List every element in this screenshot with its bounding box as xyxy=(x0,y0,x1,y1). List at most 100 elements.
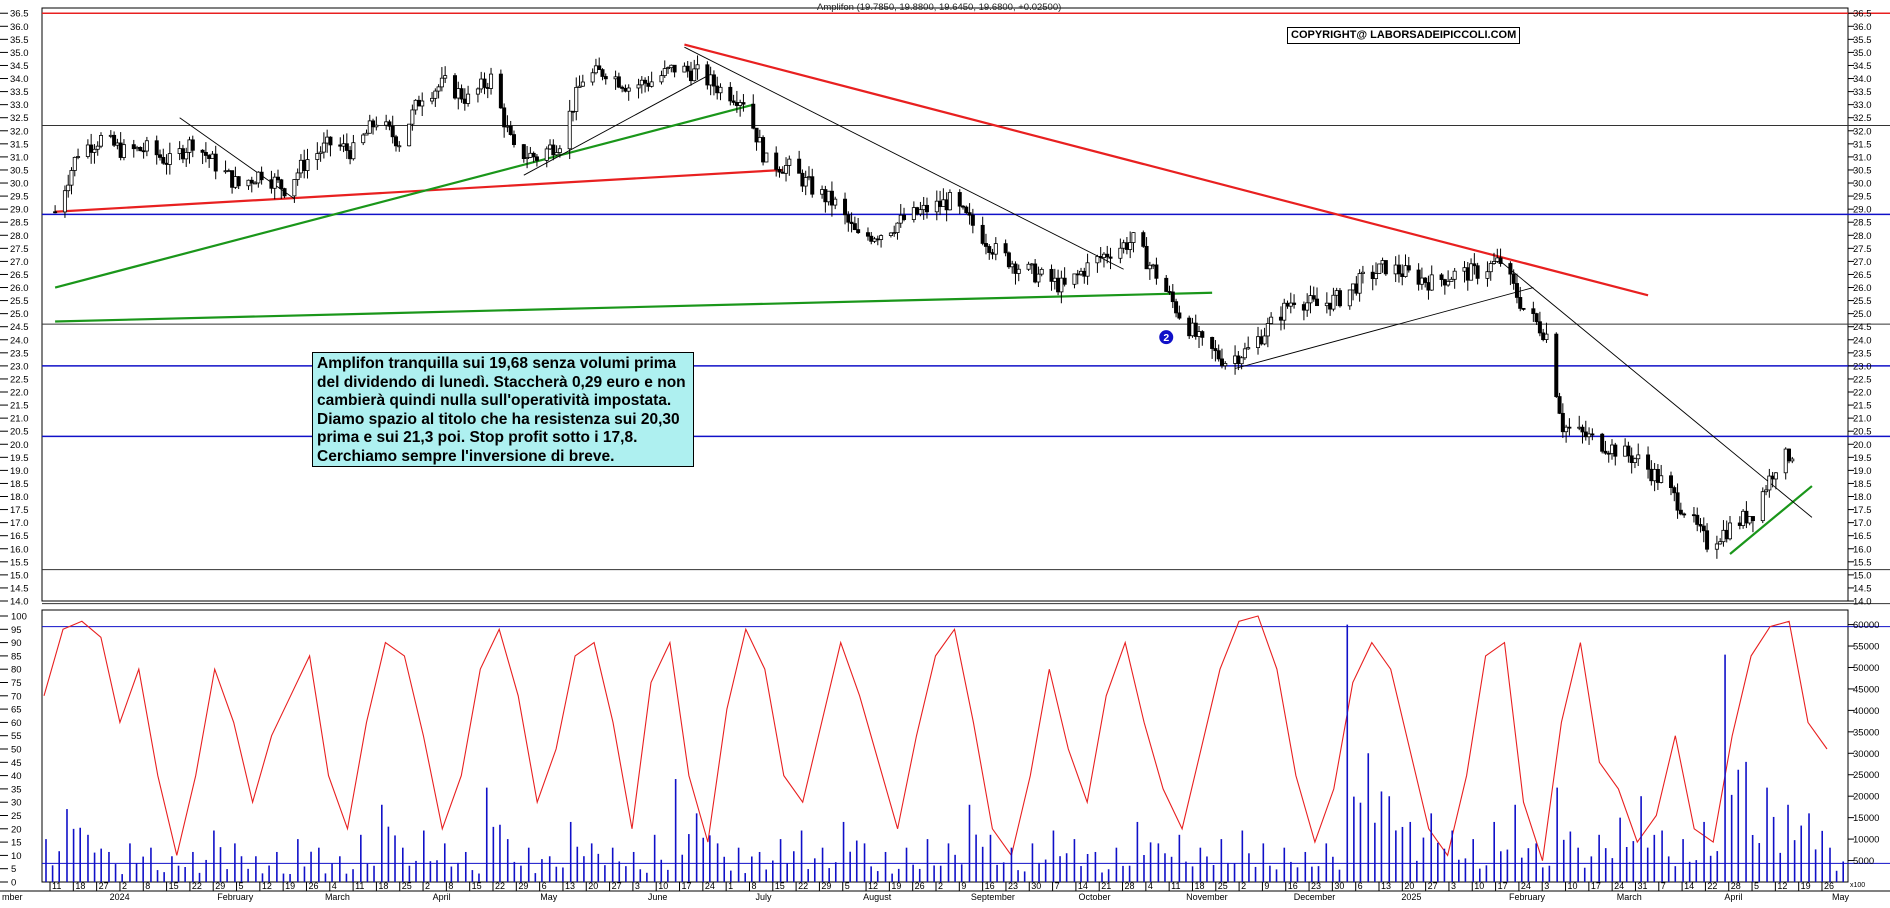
candle-body xyxy=(341,143,346,147)
candle-body xyxy=(548,144,553,150)
x-tick-label: 3 xyxy=(635,881,640,891)
candle-body xyxy=(1606,452,1611,455)
osc-tick-label: 40 xyxy=(11,771,22,782)
candle-body xyxy=(1600,433,1605,452)
candle-body xyxy=(1636,454,1641,460)
candle-body xyxy=(1075,273,1080,276)
x-tick-label: 25 xyxy=(1218,881,1228,891)
candle-body xyxy=(1010,263,1015,268)
vol-tick-label: 45000 xyxy=(1853,684,1879,695)
osc-tick-label: 20 xyxy=(11,824,22,835)
candle-body xyxy=(833,198,838,206)
y-tick-label-right: 36.0 xyxy=(1853,22,1872,33)
candle-body xyxy=(557,148,562,153)
x-month-label: February xyxy=(1509,892,1546,902)
candle-body xyxy=(246,179,251,187)
candle-body xyxy=(505,125,510,128)
candle-body xyxy=(1124,242,1129,250)
candle-body xyxy=(203,151,208,156)
candle-body xyxy=(1380,260,1385,265)
candle-body xyxy=(577,85,582,88)
candle-body xyxy=(1682,513,1687,516)
candle-body xyxy=(1265,323,1270,337)
vol-tick-label: 10000 xyxy=(1853,835,1879,846)
x-tick-label: 26 xyxy=(1824,881,1834,891)
candle-body xyxy=(1698,524,1703,527)
y-tick-label-right: 19.5 xyxy=(1853,453,1872,464)
y-tick-label: 28.5 xyxy=(10,218,29,229)
marker-badge-label: 2 xyxy=(1163,332,1169,344)
candle-body xyxy=(1728,522,1733,540)
candle-body xyxy=(1724,529,1729,540)
candle-body xyxy=(416,99,421,107)
candle-body xyxy=(1377,263,1382,274)
y-tick-label-right: 28.5 xyxy=(1853,218,1872,229)
candle-body xyxy=(1095,256,1100,264)
y-tick-label: 17.5 xyxy=(10,505,29,516)
candle-body xyxy=(1472,263,1477,267)
candle-body xyxy=(1511,273,1516,284)
candle-body xyxy=(433,90,438,99)
y-tick-label-right: 34.0 xyxy=(1853,74,1872,85)
x-tick-label: 29 xyxy=(518,881,528,891)
price-frame xyxy=(41,7,1849,602)
x-tick-label: 19 xyxy=(285,881,295,891)
y-tick-label-right: 18.5 xyxy=(1853,479,1872,490)
candle-body xyxy=(1544,333,1549,340)
y-tick-label: 18.0 xyxy=(10,492,29,503)
candle-body xyxy=(1029,263,1034,266)
x-tick-label: 22 xyxy=(192,881,202,891)
candle-body xyxy=(141,150,146,153)
candle-body xyxy=(1783,448,1788,474)
candle-body xyxy=(282,188,287,197)
x-tick-label: 4 xyxy=(332,881,337,891)
osc-tick-label: 85 xyxy=(11,651,22,662)
candle-body xyxy=(1082,270,1087,277)
candle-body xyxy=(865,232,870,237)
y-tick-label-right: 35.5 xyxy=(1853,35,1872,46)
candle-body xyxy=(112,134,117,146)
y-tick-label-right: 32.0 xyxy=(1853,126,1872,137)
candle-body xyxy=(1583,431,1588,438)
x-tick-label: 26 xyxy=(308,881,318,891)
plot-background xyxy=(0,7,1890,892)
x-tick-label: 17 xyxy=(682,881,692,891)
candle-body xyxy=(1629,455,1634,463)
candle-body xyxy=(1308,295,1313,304)
candle-body xyxy=(613,76,618,80)
candle-body xyxy=(1495,257,1500,262)
candle-body xyxy=(121,144,126,158)
candle-body xyxy=(534,156,539,161)
candle-body xyxy=(666,67,671,70)
quote-title: Amplifon (19.7850, 19.8800, 19.6450, 19.… xyxy=(817,2,1062,13)
candle-body xyxy=(410,109,415,125)
candle-body xyxy=(983,243,988,247)
candle-body xyxy=(1475,265,1480,279)
y-tick-label: 14.5 xyxy=(10,583,29,594)
candle-body xyxy=(1256,336,1261,348)
x-tick-label: 24 xyxy=(1614,881,1624,891)
y-tick-label-right: 16.5 xyxy=(1853,531,1872,542)
candle-body xyxy=(1672,487,1677,494)
candle-body xyxy=(1469,263,1474,281)
x-tick-label: 25 xyxy=(402,881,412,891)
y-tick-label: 25.5 xyxy=(10,296,29,307)
candle-body xyxy=(774,152,779,170)
candle-body xyxy=(1242,348,1247,359)
osc-tick-label: 90 xyxy=(11,638,22,649)
candle-body xyxy=(1675,492,1680,511)
candle-body xyxy=(95,145,100,150)
candle-body xyxy=(230,170,235,188)
y-tick-label: 35.5 xyxy=(10,35,29,46)
x-tick-label: 18 xyxy=(75,881,85,891)
candle-body xyxy=(590,72,595,83)
candle-body xyxy=(1623,445,1628,457)
candle-body xyxy=(1610,444,1615,455)
y-tick-label-right: 22.0 xyxy=(1853,388,1872,399)
candle-body xyxy=(1741,510,1746,526)
candle-body xyxy=(1236,355,1241,365)
candle-body xyxy=(1767,475,1772,491)
candle-body xyxy=(1790,458,1795,462)
candle-body xyxy=(1787,448,1792,462)
candle-body xyxy=(1347,289,1352,307)
